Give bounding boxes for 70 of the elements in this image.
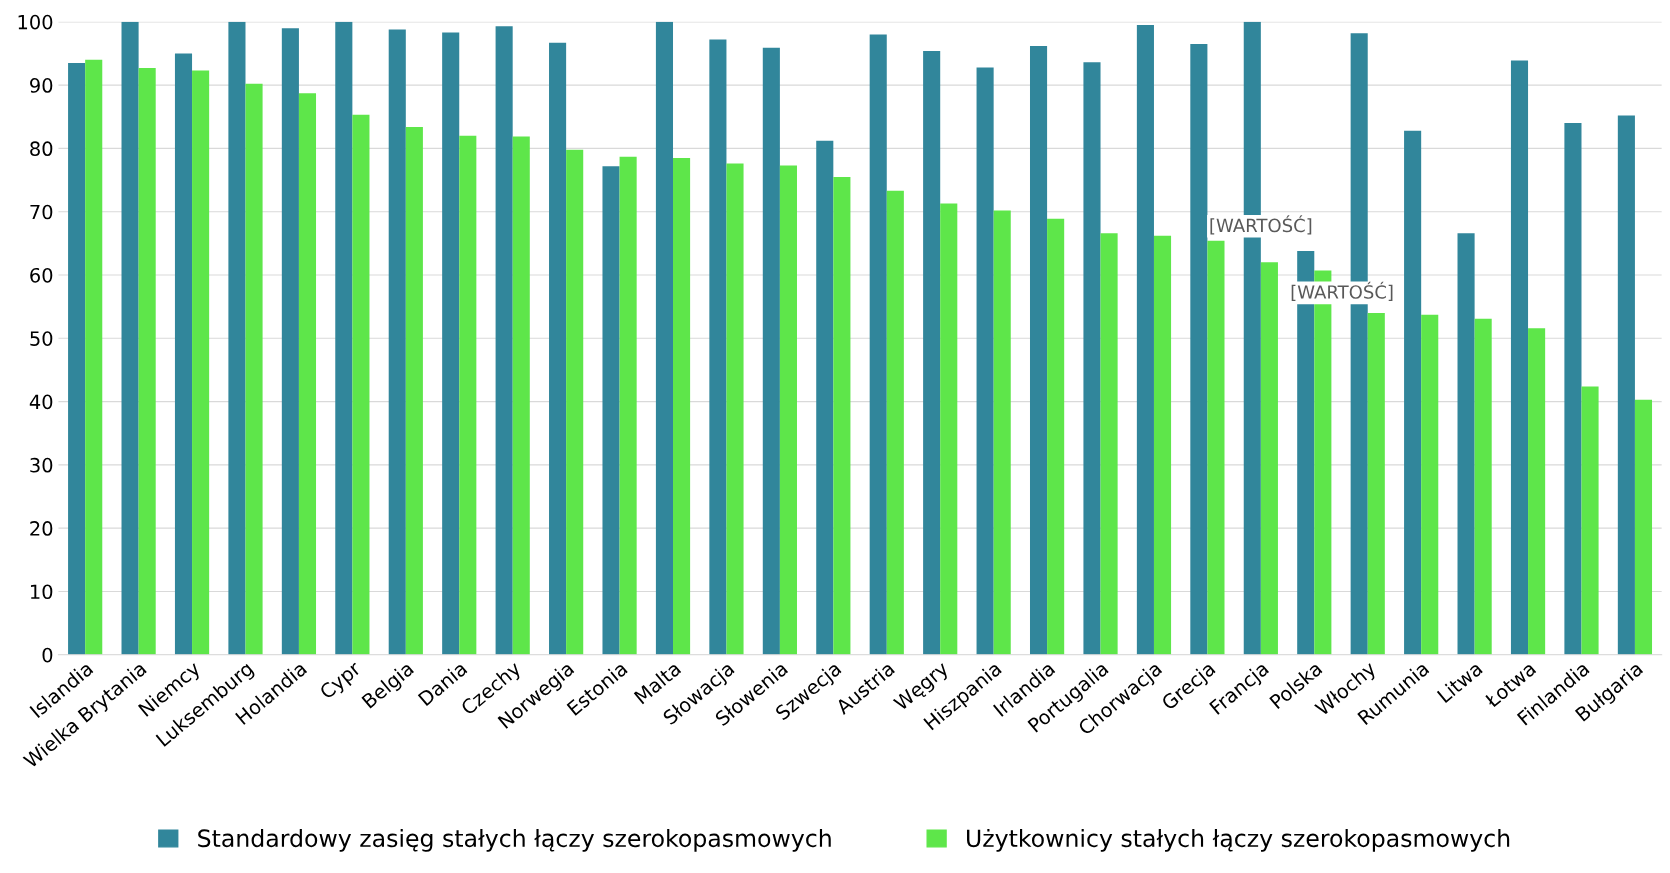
- bar: [1047, 218, 1065, 655]
- bar: [1474, 318, 1492, 655]
- bar: [726, 163, 744, 655]
- y-tick-label: 90: [30, 78, 53, 93]
- bar: [352, 114, 370, 655]
- bar: [245, 83, 263, 655]
- y-tick-label: 40: [29, 394, 53, 410]
- bar: [512, 136, 530, 655]
- bar: [85, 59, 103, 655]
- bar: [121, 21, 139, 655]
- bar: [1190, 43, 1208, 655]
- y-tick-label: 30: [30, 457, 53, 473]
- bar: [138, 68, 156, 655]
- bar: [886, 190, 904, 655]
- bar: [174, 53, 193, 655]
- bar: [602, 166, 620, 655]
- bar: [281, 28, 299, 655]
- bar: [923, 50, 941, 655]
- y-tick-label: 20: [30, 521, 53, 536]
- bar: [1153, 235, 1172, 655]
- bar: [298, 93, 317, 655]
- bar: [1367, 312, 1385, 655]
- bar: [1404, 130, 1422, 655]
- annotation: [WARTOŚĆ]: [1291, 281, 1393, 301]
- bar: [1564, 123, 1582, 655]
- bar: [68, 62, 86, 655]
- bar: [1029, 45, 1048, 655]
- bar: [779, 165, 797, 655]
- bar: [1457, 233, 1475, 655]
- bar: [405, 126, 423, 655]
- bar: [709, 39, 727, 655]
- bar: [1581, 386, 1599, 655]
- bar: [459, 135, 477, 655]
- bar: [1634, 399, 1653, 655]
- bar: [1421, 314, 1439, 655]
- bar: [1100, 233, 1118, 655]
- bar: [1510, 60, 1529, 655]
- bar: [1260, 262, 1278, 655]
- bar: [869, 34, 887, 655]
- bar: [1136, 24, 1154, 655]
- bar: [619, 156, 637, 655]
- bar: [816, 140, 834, 655]
- bar: [940, 203, 958, 655]
- bar: [993, 210, 1011, 655]
- bar: [1083, 62, 1101, 655]
- bar: [192, 70, 210, 655]
- y-tick-label: 10: [30, 584, 53, 600]
- legend-label: Użytkownicy stałych łączy szerokopasmowych: [967, 828, 1510, 852]
- bar: [833, 176, 851, 655]
- bar: [335, 21, 353, 655]
- annotation: [WARTOŚĆ]: [1210, 215, 1312, 235]
- bar: [566, 149, 584, 655]
- bar: [976, 67, 994, 655]
- bar: [228, 21, 246, 655]
- bar: [442, 32, 460, 655]
- y-tick-label: 0: [42, 647, 53, 663]
- y-tick-label: 60: [30, 267, 53, 283]
- bar: [495, 26, 513, 655]
- bar: [655, 21, 674, 655]
- bar: [1617, 115, 1635, 655]
- bar: [388, 29, 406, 655]
- bar: [673, 157, 691, 655]
- bar: [762, 47, 780, 655]
- y-tick-label: 100: [18, 14, 53, 30]
- y-tick-label: 50: [30, 331, 53, 346]
- legend-label: Standardowy zasięg stałych łączy szerokopasmowych: [198, 828, 831, 852]
- bar: [1528, 328, 1546, 655]
- bar: [549, 42, 567, 655]
- y-tick-label: 70: [30, 204, 53, 220]
- y-tick-label: 80: [30, 141, 53, 157]
